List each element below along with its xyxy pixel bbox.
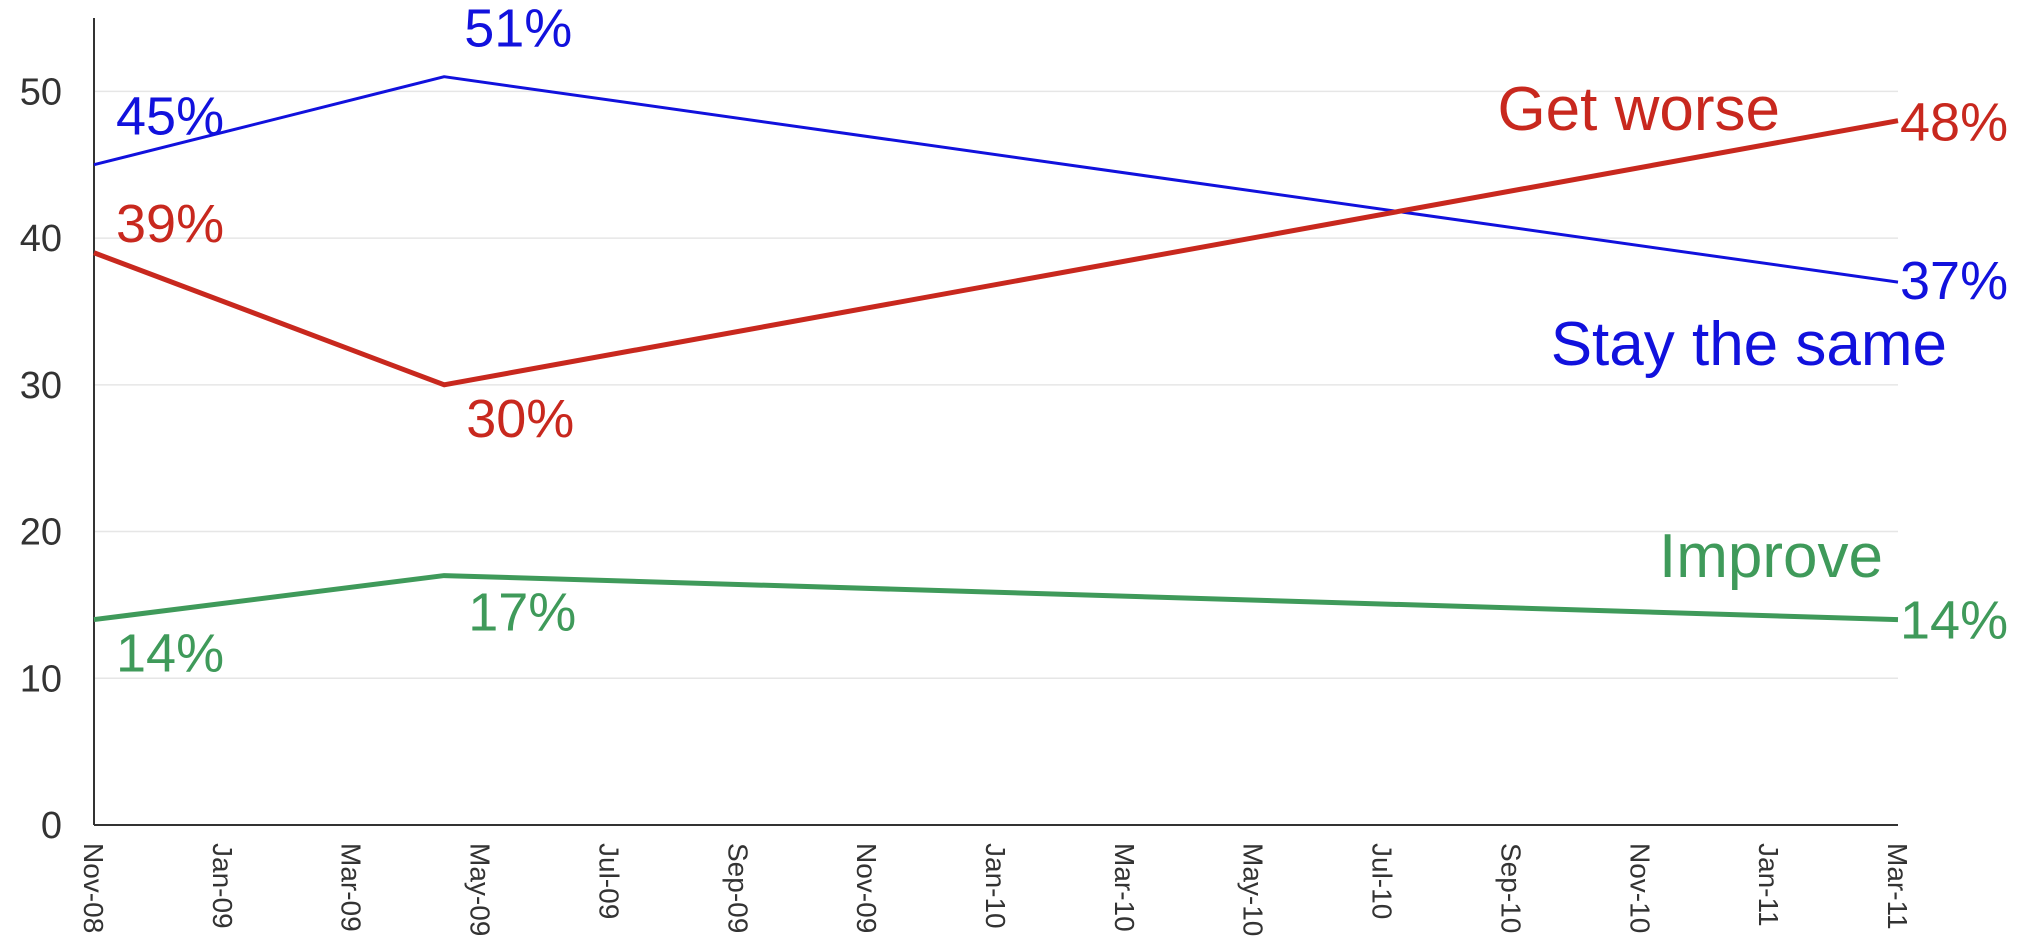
label-layer: 45% 51% 37%Stay the same 39% 30% 48% Get worse… bbox=[116, 0, 2008, 684]
grid-layer bbox=[94, 90, 1898, 680]
data-label: 39% bbox=[116, 194, 224, 254]
axis-layer: 0 10 20 30 40 50 Nov-08 Jan-09 Mar-09 May-09 Jul-0… bbox=[20, 18, 1913, 936]
series-line-get-worse bbox=[93, 118, 1899, 388]
x-tick-label: Nov-10 bbox=[1624, 843, 1655, 933]
series-name-label: Get worse bbox=[1497, 75, 1780, 144]
data-label: 37% bbox=[1900, 251, 2008, 311]
x-tick-label: Jul-10 bbox=[1367, 843, 1398, 919]
series-line-stay-the-same bbox=[93, 75, 1899, 284]
y-tick-label: 50 bbox=[20, 71, 62, 113]
y-tick-label: 10 bbox=[20, 658, 62, 700]
x-tick-label: Jan-10 bbox=[980, 843, 1011, 929]
x-tick-label: Jul-09 bbox=[593, 843, 624, 919]
data-label: 17% bbox=[468, 583, 576, 643]
data-label: 14% bbox=[116, 624, 224, 684]
x-tick-label: Sep-10 bbox=[1495, 843, 1526, 933]
data-label: 51% bbox=[464, 0, 572, 59]
series-line-improve bbox=[93, 573, 1899, 623]
x-tick-label: May-09 bbox=[465, 843, 496, 936]
series-layer bbox=[93, 75, 1899, 623]
x-tick-label: Jan-11 bbox=[1753, 843, 1784, 927]
x-tick-label: Mar-10 bbox=[1109, 843, 1140, 932]
data-label: 48% bbox=[1900, 93, 2008, 153]
y-tick-label: 0 bbox=[41, 805, 62, 847]
y-tick-label: 30 bbox=[20, 365, 62, 407]
x-tick-label: May-10 bbox=[1238, 843, 1269, 936]
y-tick-label: 40 bbox=[20, 218, 62, 260]
x-tick-label: Nov-08 bbox=[78, 843, 109, 933]
series-name-label: Improve bbox=[1659, 522, 1883, 591]
data-label: 30% bbox=[466, 389, 574, 449]
x-tick-label: Mar-11 bbox=[1882, 843, 1913, 930]
x-tick-label: Sep-09 bbox=[722, 843, 753, 933]
series-name-label: Stay the same bbox=[1551, 310, 1947, 379]
x-tick-label: Jan-09 bbox=[207, 843, 238, 929]
data-label: 45% bbox=[116, 87, 224, 147]
y-tick-label: 20 bbox=[20, 512, 62, 554]
x-tick-label: Nov-09 bbox=[851, 843, 882, 933]
x-tick-label: Mar-09 bbox=[336, 843, 367, 932]
data-label: 14% bbox=[1900, 591, 2008, 651]
